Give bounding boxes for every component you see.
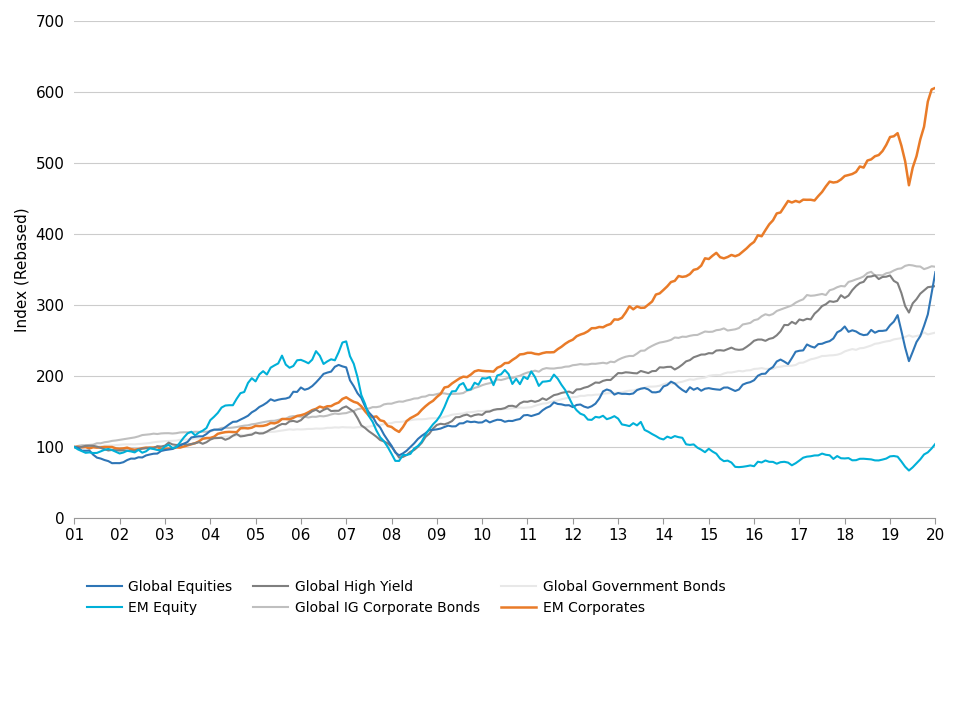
EM Equity [903,466,915,475]
EM Corporates [129,446,140,454]
Global High Yield [492,405,503,414]
Line: Global Government Bonds: Global Government Bonds [74,333,935,447]
Global Equities [589,399,601,408]
Line: EM Equity: EM Equity [74,341,935,471]
Global IG Corporate Bonds [582,360,593,369]
Global High Yield [589,378,601,387]
EM Corporates [929,83,941,92]
EM Corporates [492,364,503,372]
Global Equities [107,459,118,468]
Global High Yield [929,282,941,290]
Line: Global Equities: Global Equities [74,272,935,464]
EM Corporates [291,412,302,420]
Line: Global High Yield: Global High Yield [74,276,935,458]
Global High Yield [869,271,880,280]
Global Government Bonds [919,328,930,337]
EM Equity [204,416,216,424]
Global Equities [68,443,80,451]
EM Equity [492,371,503,379]
Global Equities [843,328,854,336]
Global Government Bonds [208,434,220,442]
Global IG Corporate Bonds [903,261,915,269]
EM Equity [586,416,597,424]
Global Government Bonds [291,425,302,434]
Global Equities [586,402,597,411]
Global High Yield [68,443,80,451]
Global Equities [492,416,503,424]
Global Government Bonds [76,443,87,451]
EM Corporates [843,171,854,179]
Global High Yield [204,435,216,444]
Global Equities [291,387,302,396]
Y-axis label: Index (Rebased): Index (Rebased) [15,207,30,332]
EM Equity [68,443,80,451]
Global IG Corporate Bonds [204,427,216,436]
Global IG Corporate Bonds [586,360,597,368]
EM Corporates [68,443,80,451]
Global Government Bonds [586,391,597,399]
Global High Yield [394,454,405,462]
EM Equity [288,362,300,370]
Global IG Corporate Bonds [288,412,300,420]
EM Corporates [589,324,601,333]
Line: Global IG Corporate Bonds: Global IG Corporate Bonds [74,265,935,447]
Legend: Global Equities, EM Equity, Global High Yield, Global IG Corporate Bonds, Global: Global Equities, EM Equity, Global High … [82,575,731,621]
EM Equity [341,337,352,345]
Global IG Corporate Bonds [488,378,499,387]
Global High Yield [288,417,300,425]
Global Government Bonds [492,405,503,414]
Global High Yield [843,291,854,300]
EM Equity [589,412,601,421]
EM Corporates [208,432,220,441]
Global Government Bonds [68,443,80,451]
Global Government Bonds [843,346,854,355]
Global IG Corporate Bonds [68,443,80,451]
Global IG Corporate Bonds [929,263,941,271]
Global Government Bonds [589,390,601,399]
Global High Yield [586,380,597,389]
EM Corporates [586,324,597,333]
Line: EM Corporates: EM Corporates [74,88,935,450]
Global Equities [929,268,941,276]
EM Equity [843,454,854,462]
Global Government Bonds [929,328,941,337]
Global Equities [208,425,220,434]
Global IG Corporate Bonds [839,282,851,290]
EM Equity [929,439,941,448]
